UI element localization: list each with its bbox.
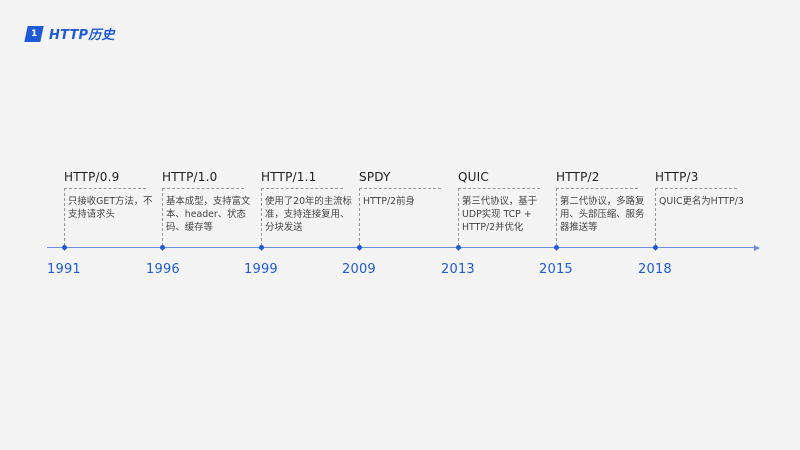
event-leader-line [655, 188, 656, 251]
event-marker [160, 245, 165, 250]
event-name: SPDY [359, 170, 391, 184]
event-name: HTTP/2 [556, 170, 600, 184]
event-name: HTTP/3 [655, 170, 699, 184]
event-year: 1991 [47, 262, 81, 277]
timeline-event-http2: HTTP/2 第二代协议，多路复用、头部压缩、服务器推送等 [554, 168, 652, 251]
timeline-event-http10: HTTP/1.0 基本成型，支持富文本、header、状态码、缓存等 [160, 168, 258, 251]
slide-header: 1 HTTP历史 [24, 24, 115, 43]
timeline-event-spdy: SPDY HTTP/2前身 [357, 168, 455, 251]
event-connector [359, 188, 441, 189]
event-connector [64, 188, 146, 189]
event-description: 基本成型，支持富文本、header、状态码、缓存等 [166, 196, 251, 233]
event-leader-line [556, 188, 557, 251]
event-year: 2009 [342, 262, 376, 277]
event-leader-line [162, 188, 163, 251]
event-connector [261, 188, 343, 189]
event-name: QUIC [458, 170, 489, 184]
event-description: 第三代协议，基于UDP实现 TCP + HTTP/2并优化 [462, 196, 538, 233]
event-year: 1999 [244, 262, 278, 277]
event-description: HTTP/2前身 [363, 196, 415, 207]
timeline-event-quic: QUIC 第三代协议，基于UDP实现 TCP + HTTP/2并优化 [456, 168, 554, 251]
event-marker [456, 245, 461, 250]
event-name: HTTP/0.9 [64, 170, 120, 184]
event-year: 2013 [441, 262, 475, 277]
event-year: 2015 [539, 262, 573, 277]
section-number-badge: 1 [24, 25, 44, 42]
event-description: 第二代协议，多路复用、头部压缩、服务器推送等 [560, 196, 645, 233]
event-year: 2018 [638, 262, 672, 277]
slide-title: HTTP历史 [49, 28, 115, 43]
event-name: HTTP/1.1 [261, 170, 317, 184]
event-marker [357, 245, 362, 250]
event-connector [162, 188, 244, 189]
event-description: QUIC更名为HTTP/3 [659, 196, 744, 207]
timeline-event-http3: HTTP/3 QUIC更名为HTTP/3 [653, 168, 751, 251]
event-marker [62, 245, 67, 250]
event-description: 使用了20年的主流标准，支持连接复用、分块发送 [265, 196, 352, 233]
timeline-axis [47, 247, 757, 248]
event-leader-line [458, 188, 459, 251]
event-marker [554, 245, 559, 250]
event-marker [259, 245, 264, 250]
event-connector [655, 188, 737, 189]
event-year: 1996 [146, 262, 180, 277]
timeline-arrow-icon [754, 244, 760, 251]
event-leader-line [359, 188, 360, 251]
timeline-event-http09: HTTP/0.9 只接收GET方法，不支持请求头 [62, 168, 160, 251]
event-connector [458, 188, 540, 189]
event-connector [556, 188, 638, 189]
event-leader-line [261, 188, 262, 251]
event-name: HTTP/1.0 [162, 170, 218, 184]
event-leader-line [64, 188, 65, 251]
event-marker [653, 245, 658, 250]
event-description: 只接收GET方法，不支持请求头 [68, 196, 153, 220]
timeline-event-http11: HTTP/1.1 使用了20年的主流标准，支持连接复用、分块发送 [259, 168, 357, 251]
